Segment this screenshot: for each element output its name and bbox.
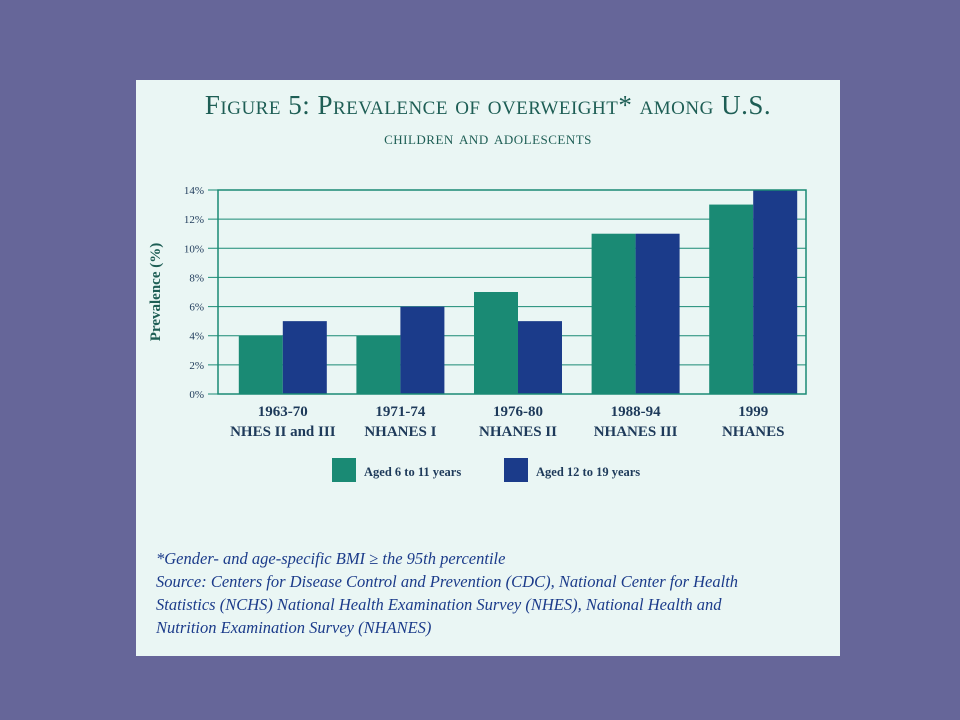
source-line-1: Source: Centers for Disease Control and … — [156, 572, 739, 591]
x-tick-label: 1963-70 — [258, 404, 308, 420]
x-tick-label: NHANES — [722, 424, 785, 440]
y-tick-label: 6% — [189, 302, 204, 314]
bar — [635, 233, 680, 394]
legend-label: Aged 12 to 19 years — [536, 465, 640, 479]
chart-title-line2: children and adolescents — [384, 128, 592, 149]
x-tick-label: 1971-74 — [375, 404, 425, 420]
bar — [709, 204, 754, 394]
legend: Aged 6 to 11 years Aged 12 to 19 years — [332, 458, 640, 482]
y-tick-label: 10% — [184, 243, 204, 255]
y-axis-label: Prevalence (%) — [148, 243, 164, 341]
source-line-2: Statistics (NCHS) National Health Examin… — [156, 595, 722, 614]
x-tick-label: NHANES I — [364, 424, 436, 440]
bar — [753, 190, 798, 394]
bar — [400, 306, 445, 394]
bar — [474, 292, 518, 394]
chart-title-line1: Figure 5: Prevalence of overweight* amon… — [204, 90, 772, 120]
legend-swatch — [332, 458, 356, 482]
x-tick-label: NHANES III — [594, 424, 678, 440]
bars — [238, 190, 798, 394]
bar — [238, 335, 283, 394]
figure-panel: Figure 5: Prevalence of overweight* amon… — [136, 80, 840, 656]
axes: 0% 2% 4% 6% 8% 10% 12% 14% Prevalence (%) 1963-70… — [148, 185, 807, 440]
legend-label: Aged 6 to 11 years — [364, 465, 461, 479]
y-tick-label: 0% — [189, 389, 204, 401]
y-tick-label: 4% — [189, 331, 204, 343]
legend-swatch — [504, 458, 528, 482]
x-tick-label: 1999 — [738, 404, 768, 420]
bar-chart: 0% 2% 4% 6% 8% 10% 12% 14% Prevalence (%) 1963-70… — [148, 185, 807, 482]
plot-frame — [217, 189, 807, 395]
x-tick-label: NHES II and III — [230, 424, 336, 440]
source-line-3: Nutrition Examination Survey (NHANES) — [156, 618, 432, 637]
x-tick-label: 1976-80 — [493, 404, 543, 420]
footnote-bmi: *Gender- and age-specific BMI ≥ the 95th… — [156, 549, 506, 568]
y-tick-label: 8% — [189, 272, 204, 284]
x-tick-label: NHANES II — [479, 424, 557, 440]
bar — [518, 321, 562, 394]
bar — [591, 233, 636, 394]
x-tick-label: 1988-94 — [611, 404, 661, 420]
bar — [356, 335, 401, 394]
y-tick-label: 14% — [184, 185, 204, 197]
y-tick-label: 2% — [189, 360, 204, 372]
y-tick-label: 12% — [184, 214, 204, 226]
bar — [282, 321, 327, 394]
